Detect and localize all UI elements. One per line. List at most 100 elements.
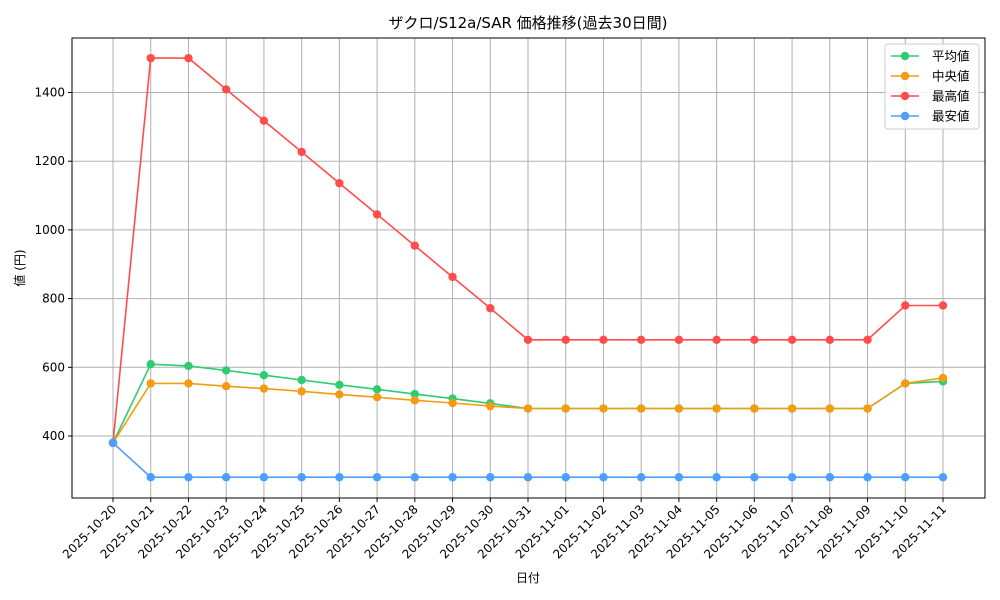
data-point-marker: [787, 335, 797, 345]
data-point-marker: [787, 404, 797, 413]
data-point-marker: [938, 301, 948, 310]
chart-title: ザクロ/S12a/SAR 価格推移(過去30日間): [389, 14, 668, 32]
y-tick-label: 1000: [34, 223, 65, 237]
data-point-marker: [901, 301, 910, 310]
data-point-marker: [863, 473, 872, 482]
data-point-marker: [448, 272, 457, 282]
data-point-marker: [787, 473, 797, 482]
data-point-marker: [825, 335, 835, 345]
data-point-marker: [108, 438, 118, 448]
data-point-marker: [259, 116, 269, 125]
y-axis-ticks: 400 600 800 1000 1200 1400: [34, 86, 72, 443]
data-point-marker: [561, 335, 570, 345]
series-lines: [108, 53, 948, 482]
y-tick-label: 400: [42, 429, 65, 443]
data-point-marker: [184, 53, 193, 63]
legend-marker-icon: [900, 111, 910, 121]
data-point-marker: [712, 404, 721, 413]
data-point-marker: [297, 147, 306, 157]
data-point-marker: [335, 178, 344, 188]
data-point-marker: [599, 473, 608, 482]
data-point-marker: [146, 473, 155, 482]
x-axis-ticks: 2025-10-202025-10-212025-10-222025-10-23…: [60, 498, 949, 561]
y-tick-label: 800: [42, 292, 65, 306]
data-point-marker: [372, 385, 382, 394]
data-point-marker: [335, 473, 344, 482]
data-point-marker: [146, 53, 155, 63]
data-point-marker: [221, 366, 231, 375]
data-point-marker: [674, 473, 684, 482]
data-point-marker: [863, 404, 872, 413]
legend-marker-icon: [900, 71, 910, 81]
legend-box: [884, 43, 980, 130]
data-point-marker: [259, 371, 269, 380]
series-3: [108, 438, 948, 482]
data-point-marker: [259, 384, 269, 393]
data-point-marker: [335, 380, 344, 390]
y-tick-label: 1200: [34, 154, 65, 168]
data-point-marker: [221, 473, 231, 482]
data-point-marker: [486, 401, 495, 411]
y-tick-label: 1400: [34, 86, 65, 100]
data-point-marker: [636, 473, 646, 482]
data-point-marker: [561, 473, 570, 482]
data-point-marker: [938, 373, 948, 383]
legend-label: 平均値: [932, 49, 970, 64]
data-point-marker: [750, 473, 759, 482]
data-point-marker: [372, 473, 382, 482]
data-point-marker: [599, 404, 608, 413]
data-point-marker: [297, 375, 306, 385]
data-point-marker: [901, 473, 910, 482]
legend-marker-icon: [900, 51, 910, 61]
data-point-marker: [523, 473, 533, 482]
data-point-marker: [863, 335, 872, 345]
y-axis-label: 値 (円): [12, 249, 27, 286]
data-point-marker: [335, 390, 344, 399]
data-point-marker: [486, 473, 495, 482]
data-point-marker: [448, 473, 457, 482]
series-2: [108, 53, 948, 448]
data-point-marker: [146, 379, 155, 388]
data-point-marker: [938, 473, 948, 482]
data-point-marker: [636, 335, 646, 345]
data-point-marker: [523, 335, 533, 345]
data-point-marker: [297, 473, 306, 482]
data-point-marker: [184, 379, 193, 388]
data-point-marker: [599, 335, 608, 345]
data-point-marker: [221, 381, 231, 391]
data-point-marker: [372, 210, 382, 219]
data-point-marker: [448, 398, 457, 408]
data-point-marker: [825, 473, 835, 482]
grid-lines: [72, 38, 985, 498]
data-point-marker: [146, 360, 155, 369]
data-point-marker: [523, 404, 533, 413]
data-point-marker: [184, 473, 193, 482]
data-point-marker: [825, 404, 835, 413]
data-point-marker: [184, 361, 193, 371]
data-point-marker: [486, 304, 495, 313]
data-point-marker: [259, 473, 269, 482]
data-point-marker: [674, 335, 684, 345]
y-tick-label: 600: [42, 360, 65, 374]
data-point-marker: [410, 396, 420, 405]
data-point-marker: [750, 404, 759, 413]
data-point-marker: [561, 404, 570, 413]
legend-marker-icon: [900, 91, 910, 101]
data-point-marker: [410, 389, 420, 399]
data-point-marker: [750, 335, 759, 345]
data-point-marker: [297, 387, 306, 396]
data-point-marker: [410, 241, 420, 250]
data-point-marker: [221, 85, 231, 94]
legend-label: 中央値: [932, 69, 970, 84]
x-axis-label: 日付: [516, 571, 540, 585]
data-point-marker: [372, 392, 382, 402]
data-point-marker: [410, 473, 420, 482]
data-point-marker: [901, 379, 910, 388]
data-point-marker: [712, 335, 721, 345]
data-point-marker: [636, 404, 646, 413]
data-point-marker: [674, 404, 684, 413]
legend-label: 最高値: [932, 89, 970, 104]
legend-label: 最安値: [932, 109, 970, 124]
